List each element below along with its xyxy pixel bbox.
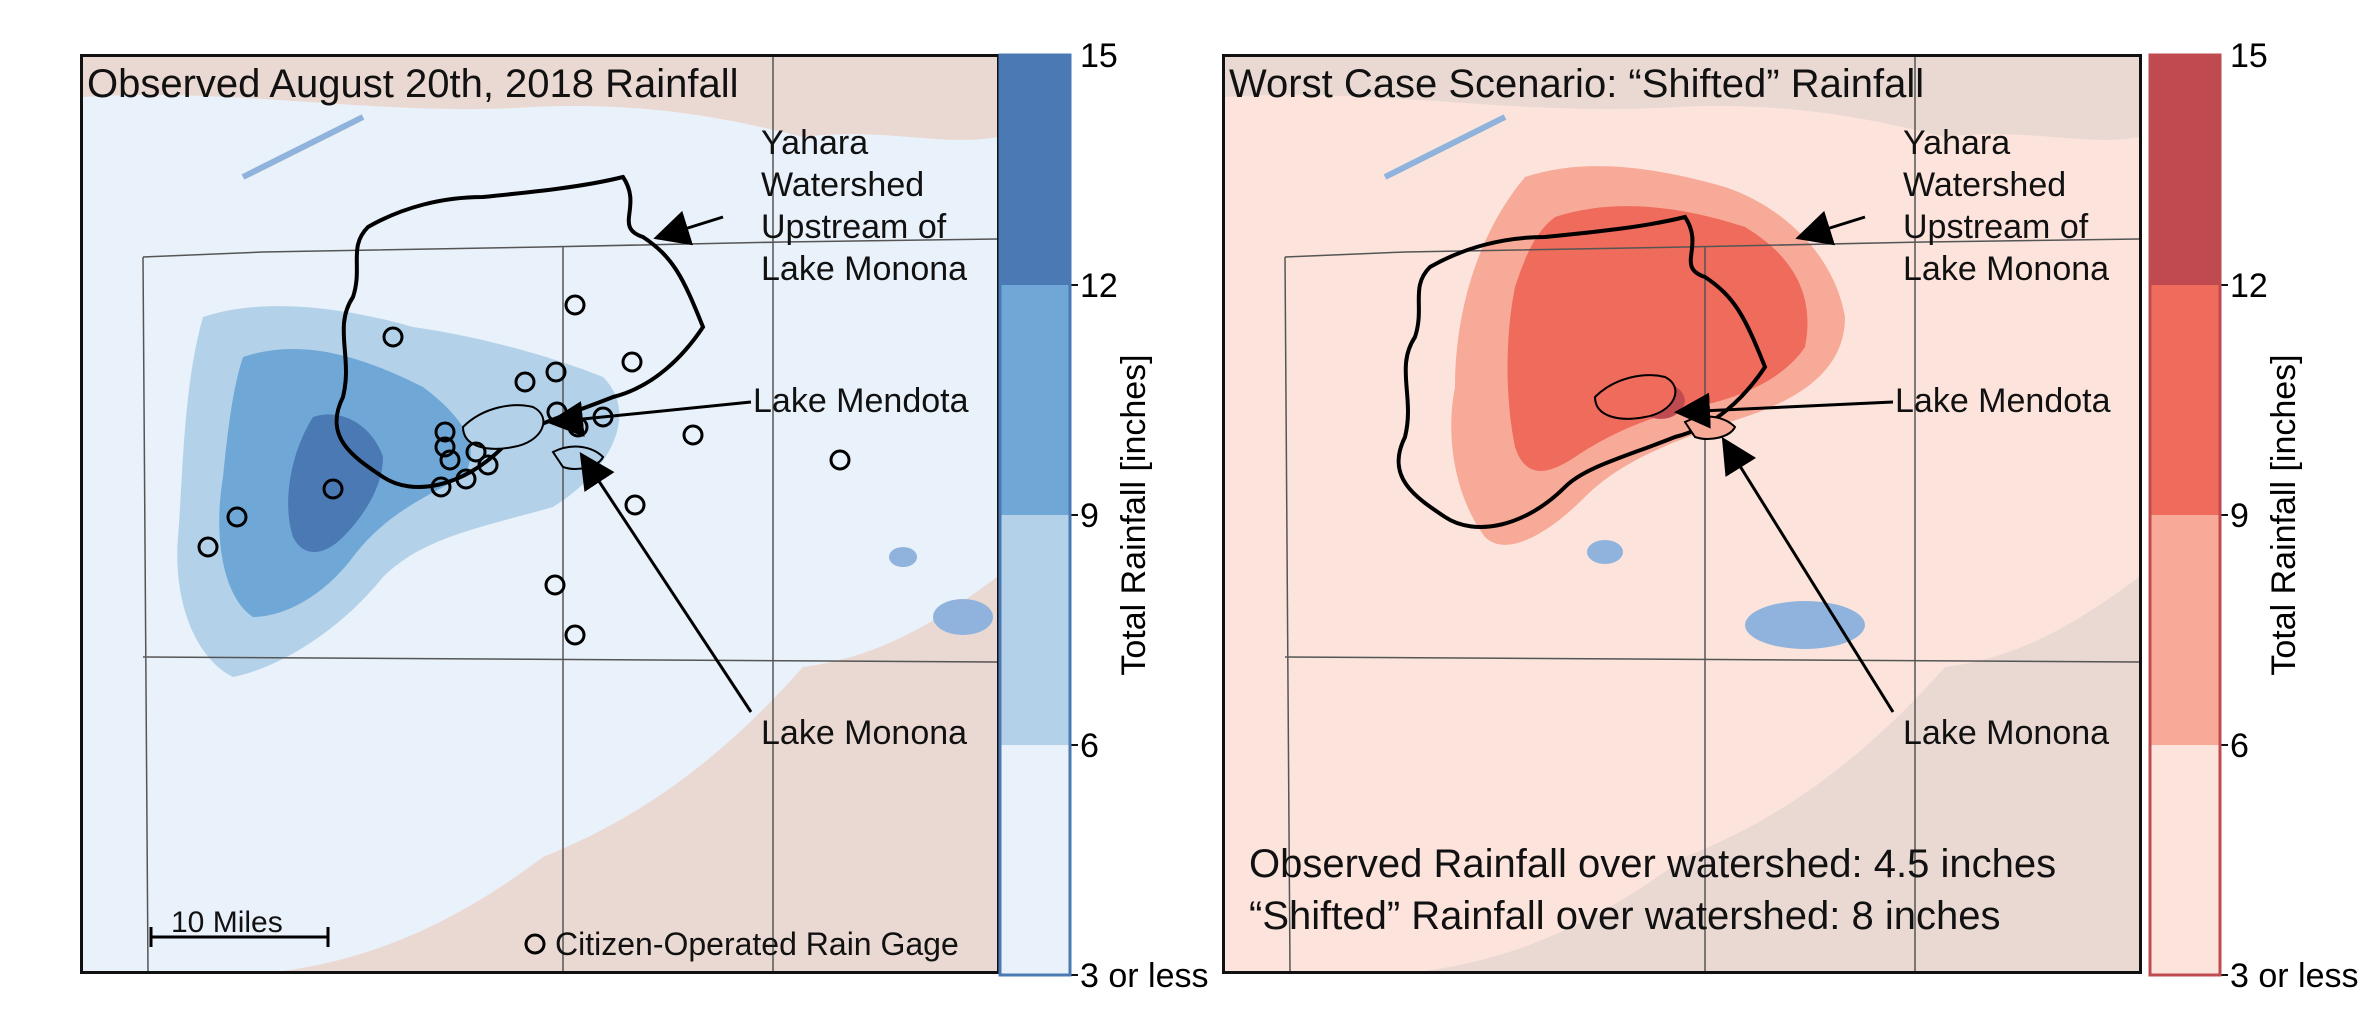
shifted-map-graphic: [1225, 57, 2139, 971]
mendota-arrow: [1674, 392, 1894, 429]
rain-gage: [564, 624, 586, 646]
monona-arrow: [579, 451, 753, 713]
colorbar-tick-label: 6: [2230, 727, 2249, 765]
observed-rainfall-map: Observed August 20th, 2018 Rainfall Yaha…: [80, 54, 1000, 974]
lake-water-small: [1587, 540, 1623, 564]
rain-gage: [382, 326, 404, 348]
lake-water-small: [889, 547, 917, 567]
colorbar-band: [2150, 515, 2220, 745]
rain-gage: [544, 574, 566, 596]
lake-monona-label: Lake Monona: [761, 714, 968, 752]
shifted-rainfall-map: Worst Case Scenario: “Shifted” Rainfall …: [1222, 54, 2142, 974]
colorbar-tick-label: 15: [1080, 37, 1118, 75]
monona-arrow: [1721, 436, 1895, 713]
lake-mendota-label: Lake Mendota: [1895, 382, 2111, 420]
rain-gage-legend-label: Citizen-Operated Rain Gage: [555, 926, 959, 962]
colorbar-band: [2150, 285, 2220, 515]
colorbar-axis-label: Total Rainfall [inches]: [2265, 354, 2303, 675]
rain-gage: [439, 449, 461, 471]
colorbar-tick-label: 9: [1080, 497, 1099, 535]
observed-map-title: Observed August 20th, 2018 Rainfall: [87, 62, 739, 106]
colorbar-band: [2150, 55, 2220, 285]
lake-monona-label: Lake Monona: [1903, 714, 2110, 752]
watershed-boundary: [334, 174, 706, 489]
rain-gage: [624, 494, 646, 516]
rain-gage: [682, 424, 704, 446]
observed-rainfall-summary: Observed Rainfall over watershed: 4.5 in…: [1249, 842, 2057, 886]
rain-gage: [621, 351, 643, 373]
rain-gage: [564, 294, 586, 316]
colorbar-outline: [2148, 53, 2222, 977]
mendota-arrow: [547, 400, 752, 437]
colorbar-tick-label: 12: [2230, 267, 2268, 305]
watershed-arrow: [1795, 210, 1866, 246]
colorbar-tick-label: 12: [1080, 267, 1118, 305]
river: [1383, 114, 1507, 180]
lake-mendota-label: Lake Mendota: [753, 382, 969, 420]
rain-zone-3-6: [1225, 94, 2139, 971]
rain-gage: [430, 476, 452, 498]
colorbar-outline: [998, 53, 1072, 977]
rain-zone-12-15: [288, 414, 383, 552]
label-arrows: [547, 210, 753, 713]
colorbar-band: [1000, 285, 1070, 515]
rain-gage: [197, 536, 219, 558]
shifted-rainfall-summary: “Shifted” Rainfall over watershed: 8 inc…: [1249, 894, 2001, 938]
county-boundaries: [142, 57, 997, 971]
colorbar-shifted: 15 12 9 6 3 or less Total Rainfall [inch…: [2148, 37, 2359, 995]
colorbar-band: [1000, 515, 1070, 745]
county-boundaries: [1284, 57, 2139, 971]
rain-gage: [465, 441, 487, 463]
label-arrows: [1674, 210, 1895, 713]
river: [241, 114, 365, 180]
colorbar-band: [2150, 745, 2220, 975]
rain-gage: [226, 506, 248, 528]
watershed-label: Yahara Watershed Upstream of Lake Monona: [761, 124, 968, 288]
colorbar-observed: 15 12 9 6 3 or less Total Rainfall [inch…: [998, 37, 1209, 995]
colorbar-tick-label: 3 or less: [2230, 957, 2359, 995]
scale-bar-label: 10 Miles: [171, 906, 283, 939]
rain-gage: [434, 421, 456, 443]
rain-gage: [477, 454, 499, 476]
rain-gage: [434, 436, 456, 458]
rain-gage: [514, 371, 536, 393]
colorbar-band: [1000, 55, 1070, 285]
colorbar-band: [1000, 745, 1070, 975]
colorbar-tick-label: 6: [1080, 727, 1099, 765]
watershed-boundary: [1396, 214, 1768, 529]
rain-gage: [829, 449, 851, 471]
lake-water: [1745, 601, 1865, 649]
observed-map-graphic: [83, 57, 997, 971]
lake-mendota-outline: [461, 404, 545, 450]
colorbar-tick-label: 3 or less: [1080, 957, 1209, 995]
lake-mendota-outline: [1593, 374, 1677, 420]
watershed-arrow: [653, 210, 724, 246]
shifted-map-title: Worst Case Scenario: “Shifted” Rainfall: [1229, 62, 1925, 106]
lake-water: [933, 599, 993, 635]
rain-gage: [322, 478, 344, 500]
colorbar-tick-label: 9: [2230, 497, 2249, 535]
legend-gage-symbol: [524, 933, 546, 955]
scale-bar: [149, 927, 330, 947]
colorbar-tick-label: 15: [2230, 37, 2268, 75]
watershed-label: Yahara Watershed Upstream of Lake Monona: [1903, 124, 2110, 288]
colorbar-axis-label: Total Rainfall [inches]: [1115, 354, 1153, 675]
rain-zone-9-12: [1507, 206, 1808, 471]
rain-gage: [455, 468, 477, 490]
rain-gage: [545, 361, 567, 383]
